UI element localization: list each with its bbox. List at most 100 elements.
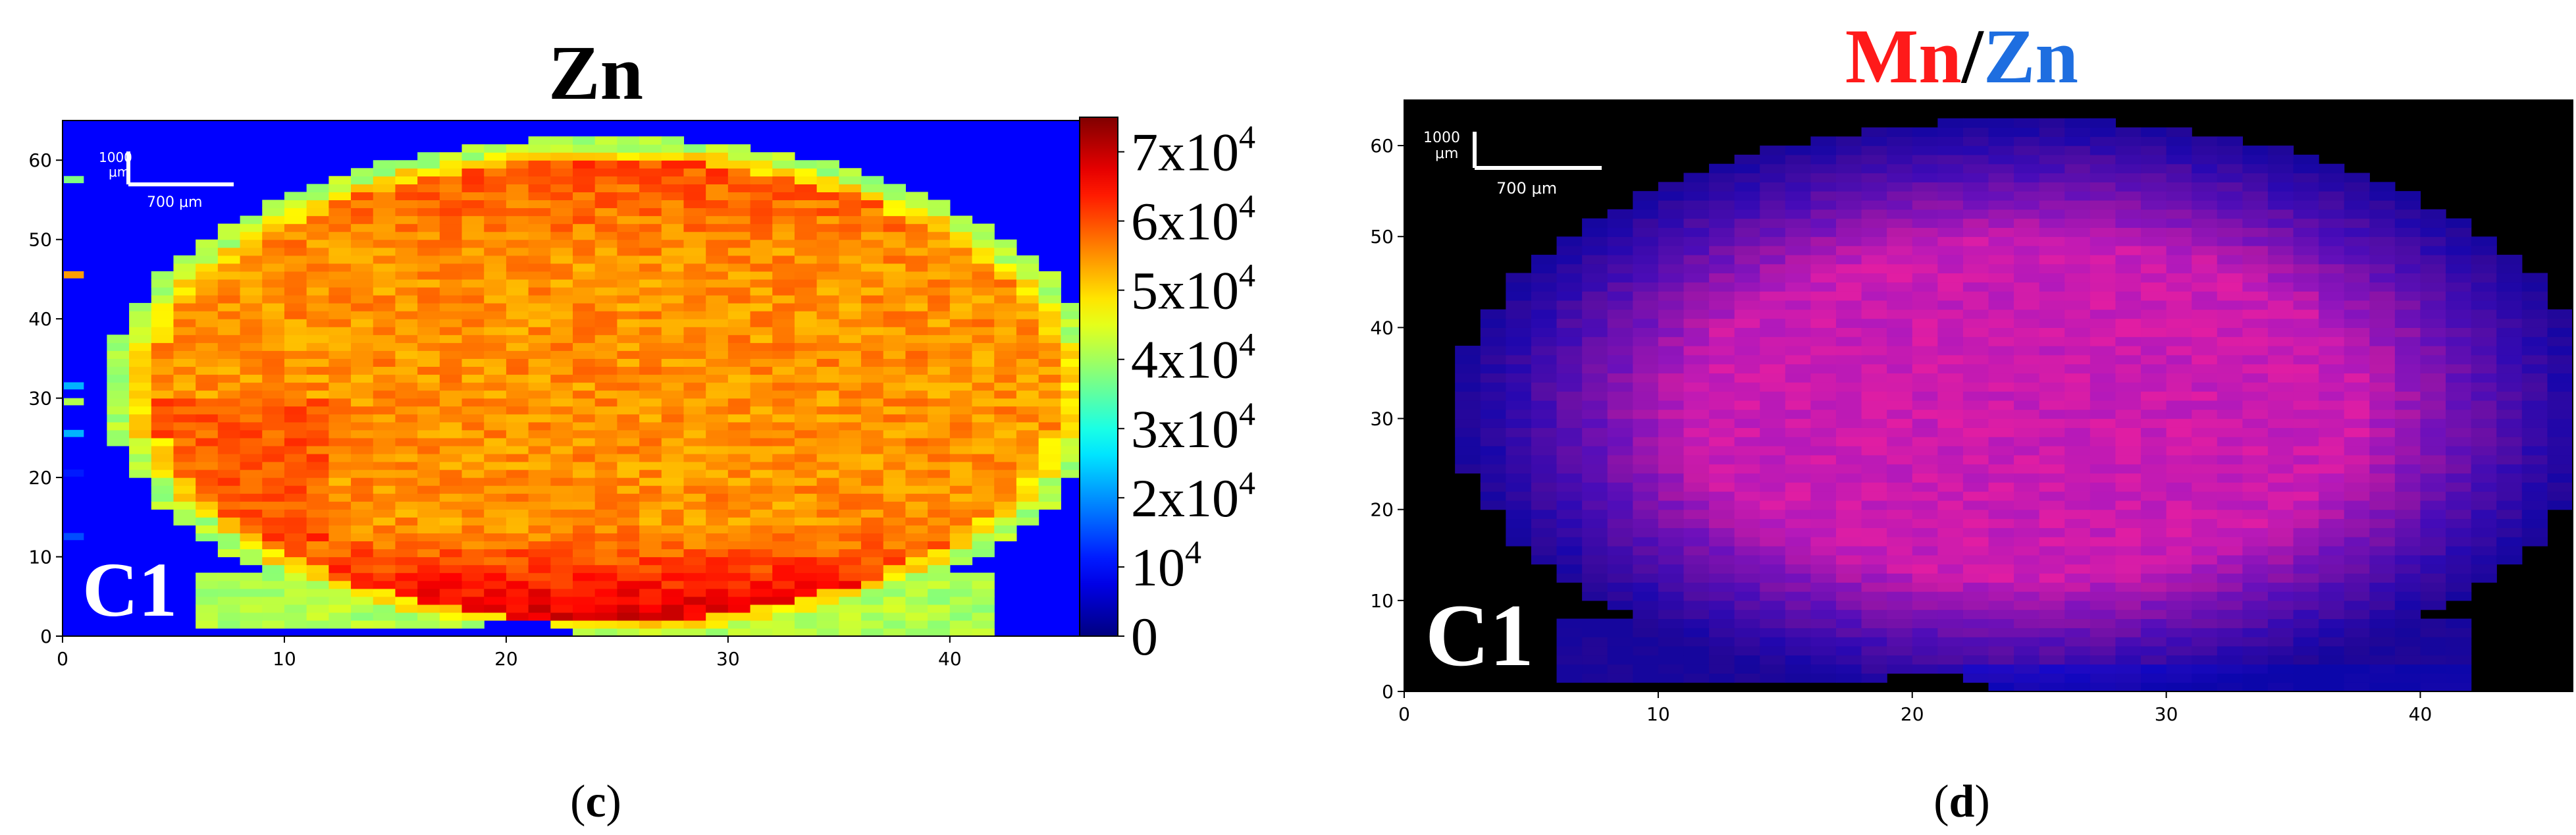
zn-pixel bbox=[949, 556, 973, 566]
zn-pixel bbox=[750, 335, 773, 343]
zn-pixel bbox=[794, 596, 818, 605]
zn-pixel bbox=[573, 144, 596, 153]
mnzn-pixel bbox=[2166, 418, 2192, 428]
zn-pixel bbox=[639, 374, 662, 383]
zn-pixel bbox=[528, 247, 551, 256]
mnzn-pixel bbox=[2141, 309, 2167, 319]
zn-pixel bbox=[727, 239, 751, 248]
mnzn-pixel bbox=[1506, 373, 1532, 383]
mnzn-pixel bbox=[1480, 318, 1506, 328]
mnzn-pixel bbox=[2141, 500, 2167, 510]
zn-pixel bbox=[506, 596, 529, 605]
zn-pixel bbox=[351, 263, 374, 272]
zn-pixel bbox=[772, 580, 795, 589]
zn-pixel bbox=[794, 429, 818, 439]
zn-pixel bbox=[573, 501, 596, 510]
zn-pixel bbox=[949, 279, 973, 288]
zn-pixel bbox=[550, 414, 573, 423]
mnzn-pixel bbox=[2420, 309, 2446, 319]
mnzn-pixel bbox=[2496, 437, 2523, 446]
mnzn-pixel bbox=[2344, 682, 2370, 692]
zn-pixel bbox=[816, 215, 839, 225]
mnzn-pixel bbox=[1683, 209, 1710, 219]
zn-pixel bbox=[1038, 477, 1061, 486]
zn-pixel bbox=[550, 477, 573, 486]
mnzn-pixel bbox=[2039, 673, 2065, 683]
mnzn-pixel bbox=[2319, 482, 2345, 492]
zn-pixel bbox=[573, 604, 596, 613]
mnzn-pixel bbox=[2471, 573, 2497, 583]
zn-pixel bbox=[1061, 311, 1084, 319]
zn-pixel bbox=[661, 501, 685, 510]
mnzn-pixel bbox=[2521, 537, 2548, 547]
mnzn-pixel bbox=[1760, 618, 1786, 628]
zn-pixel bbox=[639, 596, 662, 605]
mnzn-pixel bbox=[1633, 509, 1659, 520]
zn-pixel bbox=[373, 572, 396, 581]
mnzn-pixel bbox=[2039, 327, 2065, 337]
zn-pixel bbox=[1038, 470, 1061, 478]
mnzn-pixel bbox=[2014, 254, 2040, 265]
zn-pixel bbox=[639, 406, 662, 415]
zn-pixel bbox=[594, 588, 618, 597]
mnzn-pixel bbox=[2267, 537, 2294, 547]
zn-pixel bbox=[706, 342, 729, 351]
mnzn-pixel bbox=[2141, 291, 2167, 301]
mnzn-pixel bbox=[2014, 554, 2040, 565]
zn-pixel bbox=[373, 549, 396, 558]
mnzn-pixel bbox=[1912, 182, 1938, 192]
zn-pixel bbox=[949, 596, 973, 605]
zn-pixel bbox=[949, 215, 973, 225]
mnzn-pixel bbox=[1709, 564, 1735, 574]
zn-pixel bbox=[839, 604, 862, 613]
mnzn-pixel bbox=[2090, 282, 2116, 292]
zn-pixel bbox=[1016, 406, 1039, 415]
mnzn-pixel bbox=[2064, 400, 2091, 410]
zn-pixel bbox=[706, 239, 729, 248]
zn-pixel bbox=[816, 485, 839, 494]
zn-pixel bbox=[994, 525, 1017, 533]
zn-pixel bbox=[417, 295, 440, 304]
zn-pixel bbox=[706, 501, 729, 510]
mnzn-pixel bbox=[1810, 182, 1837, 192]
zn-pixel bbox=[861, 509, 884, 518]
mnzn-pixel bbox=[1785, 645, 1811, 656]
zn-pixel bbox=[351, 406, 374, 415]
mnzn-pixel bbox=[1709, 618, 1735, 628]
mnzn-pixel bbox=[2039, 227, 2065, 237]
mnzn-pixel bbox=[1835, 637, 1862, 647]
zn-pixel bbox=[373, 239, 396, 248]
zn-pixel bbox=[794, 366, 818, 375]
zn-pixel bbox=[750, 549, 773, 558]
zn-pixel bbox=[772, 231, 795, 240]
mnzn-pixel bbox=[2090, 227, 2116, 237]
zn-pixel bbox=[905, 470, 928, 478]
mnzn-pixel bbox=[1861, 382, 1887, 392]
zn-pixel bbox=[750, 525, 773, 533]
zn-pixel bbox=[484, 382, 507, 391]
zn-pixel bbox=[727, 342, 751, 351]
zn-pixel bbox=[972, 493, 995, 502]
zn-pixel bbox=[240, 477, 263, 486]
mnzn-pixel bbox=[2293, 236, 2319, 246]
mnzn-pixel bbox=[2267, 500, 2294, 510]
mnzn-pixel bbox=[2420, 537, 2446, 547]
zn-pixel bbox=[351, 231, 374, 240]
zn-pixel bbox=[883, 406, 907, 415]
mnzn-pixel bbox=[1734, 400, 1760, 410]
mnzn-pixel bbox=[1861, 400, 1887, 410]
mnzn-pixel bbox=[2547, 445, 2573, 456]
zn-pixel bbox=[484, 152, 507, 161]
mnzn-pixel bbox=[1962, 346, 1989, 356]
zn-pixel bbox=[683, 223, 706, 232]
zn-pixel bbox=[151, 470, 174, 478]
mnzn-pixel bbox=[2319, 200, 2345, 210]
mnzn-pixel bbox=[1658, 246, 1685, 256]
zn-pixel bbox=[617, 295, 640, 304]
mnzn-pixel bbox=[1810, 673, 1837, 683]
zn-pixel bbox=[794, 604, 818, 613]
mnzn-pixel bbox=[2547, 382, 2573, 392]
mnzn-pixel bbox=[1962, 418, 1989, 428]
zn-pixel bbox=[772, 533, 795, 542]
mnzn-pixel bbox=[2115, 254, 2142, 265]
